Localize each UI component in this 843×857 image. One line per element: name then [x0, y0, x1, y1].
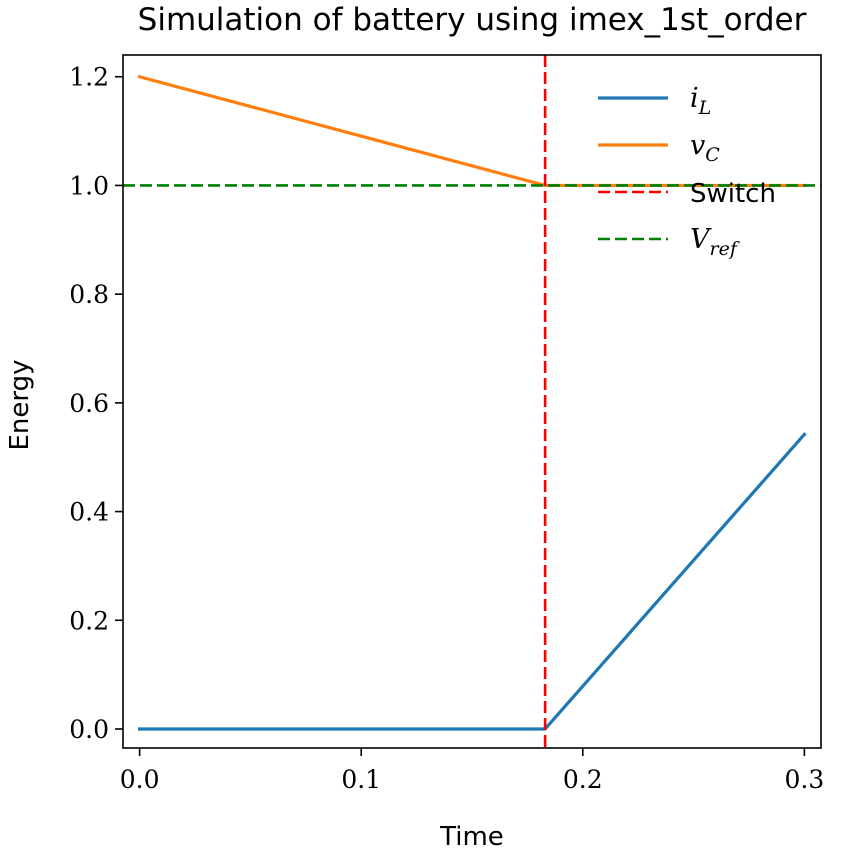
axes-frame	[122, 54, 822, 749]
legend-label-sub: C	[705, 144, 720, 166]
series-line-i-l	[138, 432, 807, 731]
y-tick-label: 0.8	[69, 280, 109, 309]
y-tick-label: 0.2	[69, 606, 109, 635]
y-tick-label: 0.4	[69, 498, 109, 527]
legend-label-main: i	[690, 83, 699, 114]
y-tick-label: 0.0	[69, 715, 109, 744]
legend-label-v-c: vC	[690, 130, 720, 166]
legend-label-v-ref: Vref	[690, 224, 740, 260]
y-tick-label: 1.2	[69, 63, 109, 92]
y-axis-label: Energy	[5, 359, 35, 450]
x-tick-label: 0.2	[563, 765, 603, 794]
x-tick-label: 0.1	[341, 765, 381, 794]
chart-title: Simulation of battery using imex_1st_ord…	[138, 2, 807, 38]
x-tick-label: 0.0	[120, 765, 160, 794]
y-axis: 0.0 0.2 0.4 0.6 0.8 1.0 1.2	[69, 63, 123, 744]
legend-label-i-l: iL	[690, 83, 711, 119]
legend-label-sub: ref	[710, 238, 740, 260]
plot-layer	[123, 55, 821, 748]
plot-area	[123, 55, 821, 748]
legend-label-sub: L	[698, 97, 712, 119]
x-axis: 0.0 0.1 0.2 0.3	[120, 748, 824, 794]
legend-label-switch: Switch	[690, 179, 776, 209]
x-axis-label: Time	[439, 822, 504, 852]
y-tick-label: 1.0	[69, 171, 109, 200]
legend-label-main: V	[690, 224, 712, 255]
x-tick-label: 0.3	[784, 765, 824, 794]
y-tick-label: 0.6	[69, 389, 109, 418]
legend-label-main: v	[690, 130, 705, 161]
